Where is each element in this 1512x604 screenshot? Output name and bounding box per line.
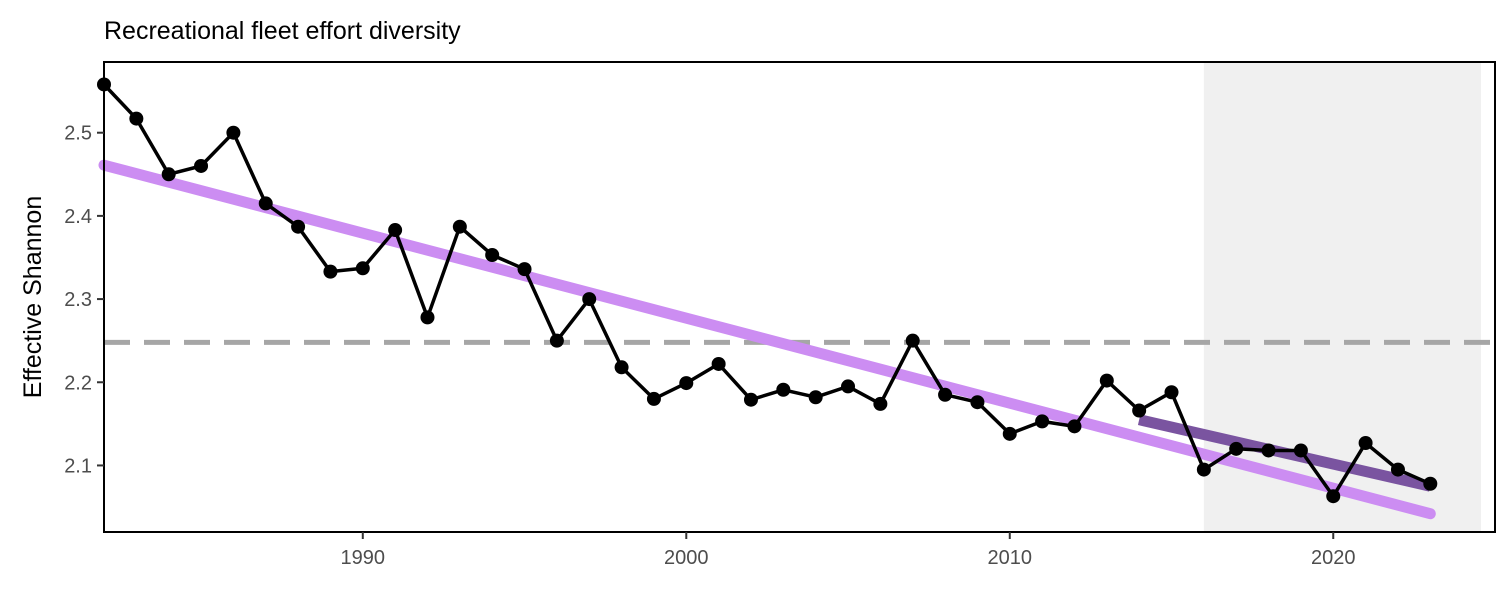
y-axis-label: Effective Shannon: [19, 196, 47, 398]
y-tick-label: 2.1: [64, 455, 92, 477]
data-point: [646, 391, 661, 406]
data-point: [517, 262, 532, 277]
data-point: [1293, 443, 1308, 458]
data-point: [582, 292, 597, 307]
chart-title: Recreational fleet effort diversity: [104, 17, 461, 45]
data-point: [1002, 426, 1017, 441]
plot-panel-border: [103, 61, 1496, 533]
data-point: [1390, 462, 1405, 477]
data-point: [1326, 489, 1341, 504]
data-point: [1132, 403, 1147, 418]
data-point: [1099, 373, 1114, 388]
data-point: [129, 111, 144, 126]
data-point: [1358, 435, 1373, 450]
data-point: [679, 376, 694, 391]
data-point: [808, 390, 823, 405]
y-tick-label: 2.3: [64, 289, 92, 311]
data-point: [161, 167, 176, 182]
overall-trend-line: [98, 159, 1436, 520]
data-point: [323, 264, 338, 279]
data-point: [355, 261, 370, 276]
data-point: [388, 223, 403, 238]
data-point: [1067, 419, 1082, 434]
data-point: [452, 219, 467, 234]
data-point: [291, 219, 306, 234]
data-point: [743, 392, 758, 407]
y-tick-label: 2.5: [64, 123, 92, 145]
data-point: [1229, 441, 1244, 456]
data-point: [226, 125, 241, 140]
shaded-region-layer: [1203, 62, 1481, 532]
data-point: [970, 395, 985, 410]
data-point: [549, 333, 564, 348]
x-tick-label: 1990: [341, 547, 386, 569]
x-tick-label: 2020: [1311, 547, 1356, 569]
data-point: [841, 379, 856, 394]
shaded-region: [1203, 62, 1481, 532]
data-point: [1261, 443, 1276, 458]
data-point: [1423, 476, 1438, 491]
data-point: [905, 333, 920, 348]
x-axis: 1990 2000 2010 2020: [341, 532, 1356, 569]
x-tick-label: 2000: [664, 547, 709, 569]
data-point: [1164, 385, 1179, 400]
data-point: [194, 158, 209, 173]
data-point: [1035, 414, 1050, 429]
data-point: [711, 356, 726, 371]
data-point: [258, 196, 273, 211]
data-point: [776, 382, 791, 397]
data-points-layer: [97, 77, 1438, 504]
data-point: [938, 387, 953, 402]
data-point: [1196, 462, 1211, 477]
data-point: [614, 360, 629, 375]
y-tick-label: 2.4: [64, 206, 92, 228]
data-point: [873, 396, 888, 411]
y-axis: 2.1 2.2 2.3 2.4 2.5: [64, 123, 104, 477]
x-tick-label: 2010: [988, 547, 1033, 569]
y-tick-label: 2.2: [64, 372, 92, 394]
data-point: [485, 247, 500, 262]
data-point: [420, 310, 435, 325]
